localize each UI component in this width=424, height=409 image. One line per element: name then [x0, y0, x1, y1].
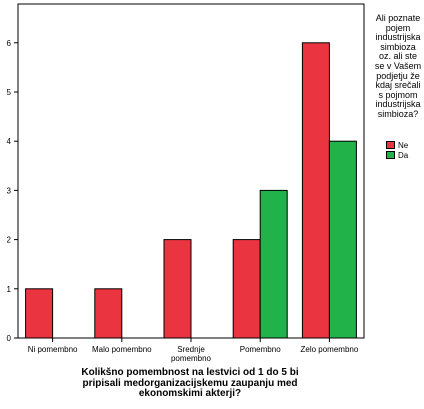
x-tick-label: Ni pomembno [28, 345, 78, 354]
bar-ne [94, 288, 123, 339]
x-tick-label: Srednje [177, 345, 205, 354]
y-tick-label: 6 [7, 39, 12, 48]
legend-label-da: Da [398, 150, 409, 160]
x-tick-label: Malo pomembno [92, 345, 152, 354]
bar-ne [232, 239, 261, 339]
legend-swatch-da [386, 151, 395, 159]
legend-label-ne: Ne [398, 140, 409, 150]
legend-item-da: Da [386, 150, 408, 160]
legend-title: Ali poznate pojem industrijska simbioza … [374, 13, 422, 119]
y-tick-label: 3 [7, 186, 12, 195]
y-tick-label: 4 [7, 137, 12, 146]
y-tick-label: 5 [7, 88, 12, 97]
legend: Ne Da [386, 140, 408, 160]
legend-swatch-ne [386, 141, 395, 149]
x-tick-label: Zelo pomembno [300, 345, 358, 354]
y-tick-label: 2 [7, 236, 12, 245]
legend-item-ne: Ne [386, 140, 408, 150]
x-tick-label: Pomembno [240, 345, 281, 354]
bar-da [328, 140, 357, 339]
bar-da [259, 189, 288, 339]
x-tick-label: pomembno [171, 354, 212, 363]
bar-ne [301, 42, 330, 339]
y-tick-label: 0 [7, 334, 12, 343]
bar-ne [25, 288, 54, 339]
x-axis-title: Kolikšno pomembnost na lestvici od 1 do … [81, 367, 299, 399]
bar-ne [163, 239, 192, 339]
y-tick-label: 1 [7, 285, 12, 294]
